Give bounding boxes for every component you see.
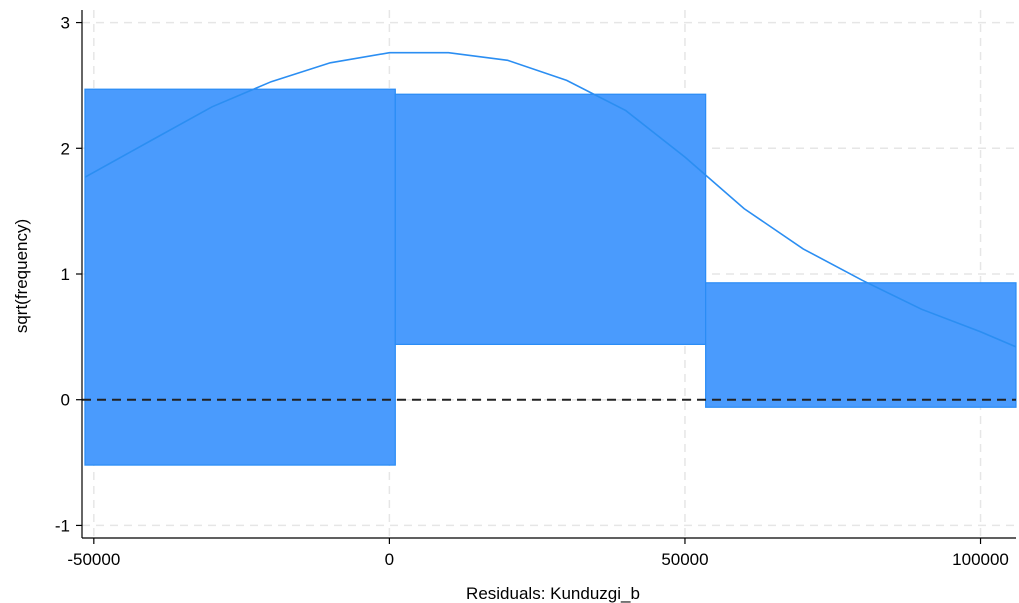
y-tick-label-3: 2 <box>61 139 70 158</box>
bar-1 <box>394 93 707 346</box>
x-axis-title: Residuals: Kunduzgi_b <box>466 584 640 603</box>
x-tick-label-0: -50000 <box>67 550 120 569</box>
y-tick-label-4: 3 <box>61 14 70 33</box>
bar-2 <box>705 282 1017 408</box>
normal-curve <box>84 51 1017 348</box>
bar-0 <box>84 88 396 466</box>
y-tick-label-1: 0 <box>61 391 70 410</box>
y-axis-ticks: -1 0 1 2 3 <box>55 14 82 535</box>
x-axis-ticks: -50000 0 50000 100000 <box>67 538 1009 569</box>
y-tick-label-2: 1 <box>61 265 70 284</box>
normal-curve-group <box>84 51 1017 348</box>
x-tick-label-2: 50000 <box>661 550 708 569</box>
x-tick-label-3: 100000 <box>952 550 1009 569</box>
x-tick-label-1: 0 <box>385 550 394 569</box>
y-tick-label-0: -1 <box>55 516 70 535</box>
bars-group <box>84 88 1017 466</box>
y-axis-title: sqrt(frequency) <box>12 219 31 333</box>
